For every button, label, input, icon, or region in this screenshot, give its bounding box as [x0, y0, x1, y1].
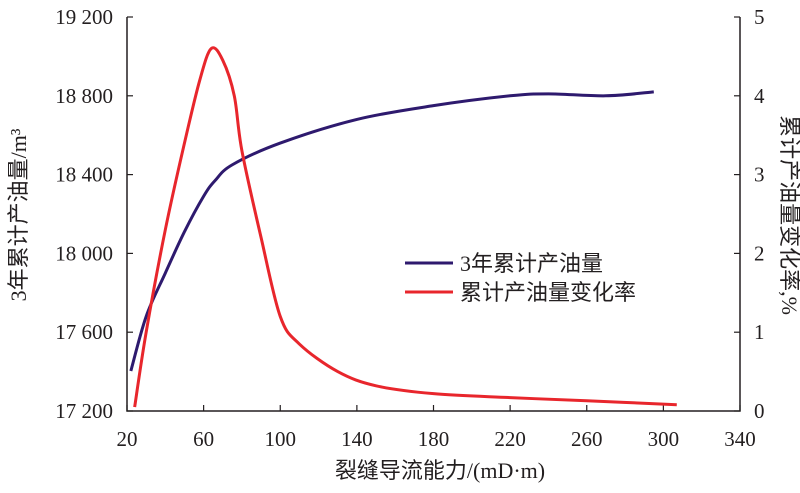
x-tick-label: 260 — [571, 427, 603, 451]
x-tick-label: 60 — [193, 427, 214, 451]
y-tick-label: 18 400 — [55, 163, 113, 187]
axis-frame — [126, 17, 741, 412]
y2-tick-label: 3 — [754, 163, 765, 187]
series-line-change-rate — [133, 46, 677, 408]
x-tick-label: 220 — [494, 427, 526, 451]
x-tick-label: 100 — [265, 427, 297, 451]
y-tick-label: 18 800 — [55, 84, 113, 108]
legend-label-cumulative-oil: 3年累计产油量 — [460, 251, 603, 276]
x-tick-label: 140 — [341, 427, 373, 451]
legend-label-change-rate: 累计产油量变化率 — [460, 280, 636, 305]
y-axis-label: 3年累计产油量/m³ — [6, 128, 31, 301]
y2-tick-label: 2 — [754, 241, 765, 265]
y2-axis-label: 累计产油量变化率,% — [777, 115, 800, 315]
y-tick-label: 17 200 — [55, 399, 113, 423]
x-tick-label: 300 — [648, 427, 680, 451]
series-layer — [129, 46, 677, 408]
y2-tick-label: 1 — [754, 320, 765, 344]
y2-tick-label: 5 — [754, 5, 765, 29]
y2-tick-label: 4 — [754, 84, 765, 108]
y-tick-label: 19 200 — [55, 5, 113, 29]
x-axis-label: 裂缝导流能力/(mD·m) — [335, 458, 545, 483]
x-tick-label: 180 — [418, 427, 450, 451]
y2-tick-label: 0 — [754, 399, 765, 423]
series-line-cumulative-oil — [129, 90, 654, 372]
x-tick-label: 20 — [117, 427, 138, 451]
y-tick-label: 17 600 — [55, 320, 113, 344]
legend: 3年累计产油量 累计产油量变化率 — [405, 251, 636, 305]
x-tick-label: 340 — [724, 427, 756, 451]
y-tick-label: 18 000 — [55, 241, 113, 265]
